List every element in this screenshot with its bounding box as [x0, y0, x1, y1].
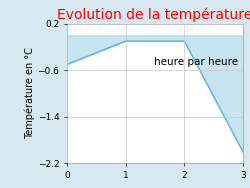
Y-axis label: Température en °C: Température en °C [24, 48, 35, 139]
Title: Evolution de la température: Evolution de la température [57, 8, 250, 22]
Text: heure par heure: heure par heure [154, 57, 238, 67]
